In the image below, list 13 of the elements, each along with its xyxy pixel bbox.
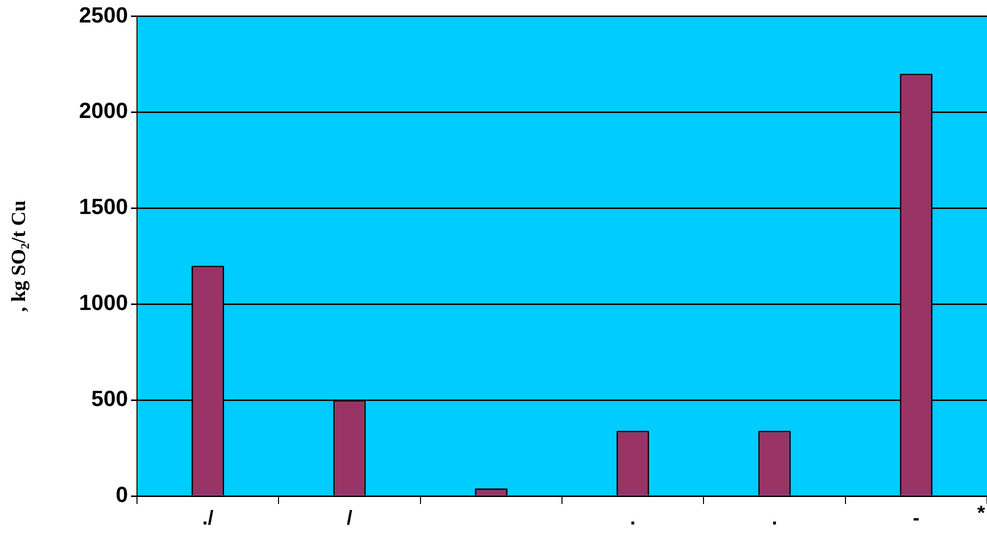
text: *	[977, 502, 986, 525]
y-tick-label: 1000	[79, 290, 128, 316]
y-tick-label: 1500	[79, 194, 128, 220]
y-tick-label: 0	[116, 482, 128, 508]
y-tick-label: 500	[91, 386, 128, 412]
x-tick-label: /	[346, 508, 353, 530]
x-tick-label: .	[772, 508, 778, 530]
x-tick-label: -	[912, 508, 920, 530]
x-tick-label: ./	[202, 508, 214, 530]
y-tick-label: 2500	[79, 2, 128, 28]
y-tick-label: 2000	[79, 98, 128, 124]
x-tick-label: .	[630, 508, 636, 530]
y-axis-title: , kg SO₂/t Cu	[8, 200, 30, 312]
